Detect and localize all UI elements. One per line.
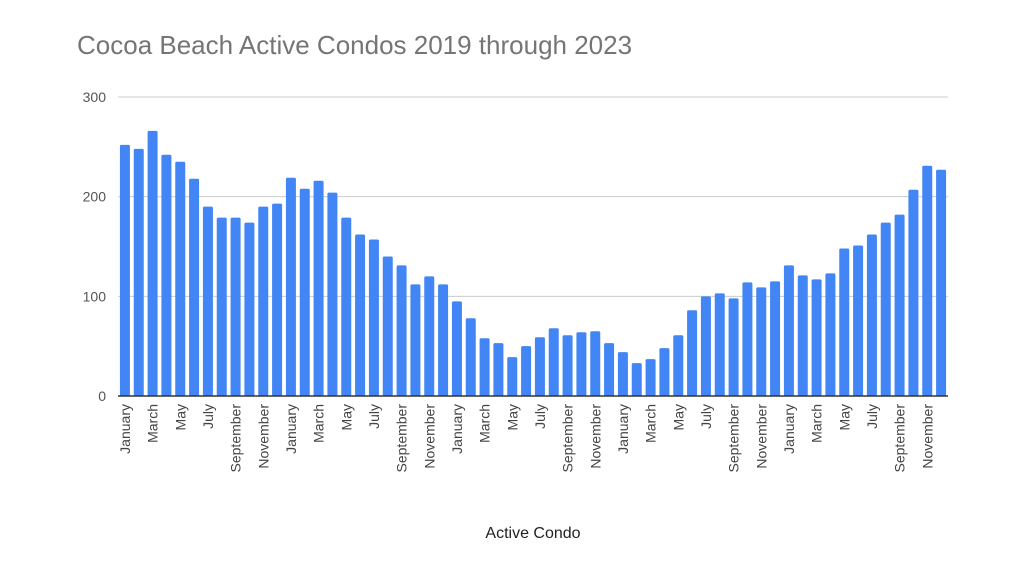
y-tick-label: 300 bbox=[83, 89, 107, 105]
x-tick-label: September bbox=[394, 404, 410, 473]
bar bbox=[368, 239, 379, 396]
bar bbox=[133, 148, 144, 396]
bar bbox=[728, 298, 739, 396]
bar bbox=[673, 335, 684, 396]
bar bbox=[438, 284, 449, 396]
bar bbox=[230, 217, 241, 396]
x-axis-label: Active Condo bbox=[485, 525, 581, 542]
bar bbox=[811, 279, 822, 396]
bar bbox=[479, 338, 490, 396]
bar bbox=[922, 165, 933, 396]
y-tick-label: 100 bbox=[83, 288, 107, 304]
bar bbox=[548, 328, 559, 396]
bar bbox=[853, 245, 864, 396]
x-tick-label: January bbox=[283, 404, 299, 454]
bar bbox=[839, 248, 850, 396]
bar bbox=[451, 301, 462, 396]
x-tick-label: November bbox=[919, 404, 935, 469]
x-tick-label: January bbox=[615, 404, 631, 454]
bar bbox=[590, 331, 601, 396]
x-tick-label: September bbox=[560, 404, 576, 473]
bar bbox=[783, 265, 794, 396]
x-tick-label: March bbox=[477, 404, 493, 443]
x-tick-label: November bbox=[421, 404, 437, 469]
x-tick-label: July bbox=[864, 404, 880, 429]
bar bbox=[534, 337, 545, 396]
bar bbox=[355, 234, 366, 396]
x-tick-label: September bbox=[726, 404, 742, 473]
bar bbox=[521, 346, 532, 396]
chart-title: Cocoa Beach Active Condos 2019 through 2… bbox=[77, 30, 633, 60]
bar bbox=[797, 275, 808, 396]
bar bbox=[825, 273, 836, 396]
bar bbox=[604, 343, 615, 396]
x-tick-label: March bbox=[643, 404, 659, 443]
bar bbox=[908, 189, 919, 396]
bar bbox=[714, 293, 725, 396]
bar bbox=[617, 352, 628, 396]
bar bbox=[424, 276, 435, 396]
x-tick-label: May bbox=[504, 404, 520, 430]
x-tick-label: November bbox=[587, 404, 603, 469]
x-tick-label: September bbox=[892, 404, 908, 473]
bar bbox=[258, 206, 269, 396]
bar bbox=[341, 217, 352, 396]
x-tick-label: September bbox=[228, 404, 244, 473]
x-tick-label: July bbox=[532, 404, 548, 429]
bar bbox=[299, 188, 310, 396]
bar bbox=[244, 222, 255, 396]
bar bbox=[866, 234, 877, 396]
x-tick-label: May bbox=[836, 404, 852, 430]
bar bbox=[493, 343, 504, 396]
bar bbox=[742, 282, 753, 396]
x-tick-label: March bbox=[809, 404, 825, 443]
bar bbox=[687, 310, 698, 396]
bar bbox=[465, 318, 476, 396]
bar bbox=[700, 296, 711, 396]
bar bbox=[272, 203, 283, 396]
bar bbox=[161, 154, 172, 396]
x-tick-label: May bbox=[670, 404, 686, 430]
bar bbox=[119, 144, 130, 396]
bar bbox=[770, 281, 781, 396]
bar bbox=[327, 192, 338, 396]
bar bbox=[936, 169, 947, 396]
x-tick-label: July bbox=[200, 404, 216, 429]
x-tick-label: July bbox=[698, 404, 714, 429]
x-tick-label: November bbox=[255, 404, 271, 469]
x-tick-label: November bbox=[753, 404, 769, 469]
x-tick-label: January bbox=[117, 404, 133, 454]
x-tick-label: January bbox=[449, 404, 465, 454]
bar bbox=[175, 161, 186, 396]
bar bbox=[659, 348, 670, 396]
x-tick-label: May bbox=[172, 404, 188, 430]
bar bbox=[396, 265, 407, 396]
bar bbox=[756, 287, 767, 396]
x-tick-label: January bbox=[781, 404, 797, 454]
bar bbox=[147, 130, 158, 397]
x-tick-label: March bbox=[145, 404, 161, 443]
bar bbox=[576, 332, 587, 396]
bar bbox=[562, 335, 573, 396]
bar bbox=[285, 177, 296, 396]
x-tick-label: March bbox=[311, 404, 327, 443]
bar bbox=[189, 178, 200, 396]
bar bbox=[645, 359, 656, 396]
bar bbox=[202, 206, 213, 396]
y-tick-label: 200 bbox=[83, 189, 107, 205]
bar bbox=[410, 284, 421, 396]
bar bbox=[313, 180, 324, 396]
bar bbox=[894, 214, 905, 396]
x-tick-label: July bbox=[366, 404, 382, 429]
bar bbox=[880, 222, 891, 396]
bar bbox=[216, 217, 227, 396]
y-tick-label: 0 bbox=[98, 388, 106, 404]
bar bbox=[507, 357, 518, 396]
bar bbox=[631, 363, 642, 396]
bar bbox=[382, 256, 393, 396]
x-tick-label: May bbox=[338, 404, 354, 430]
